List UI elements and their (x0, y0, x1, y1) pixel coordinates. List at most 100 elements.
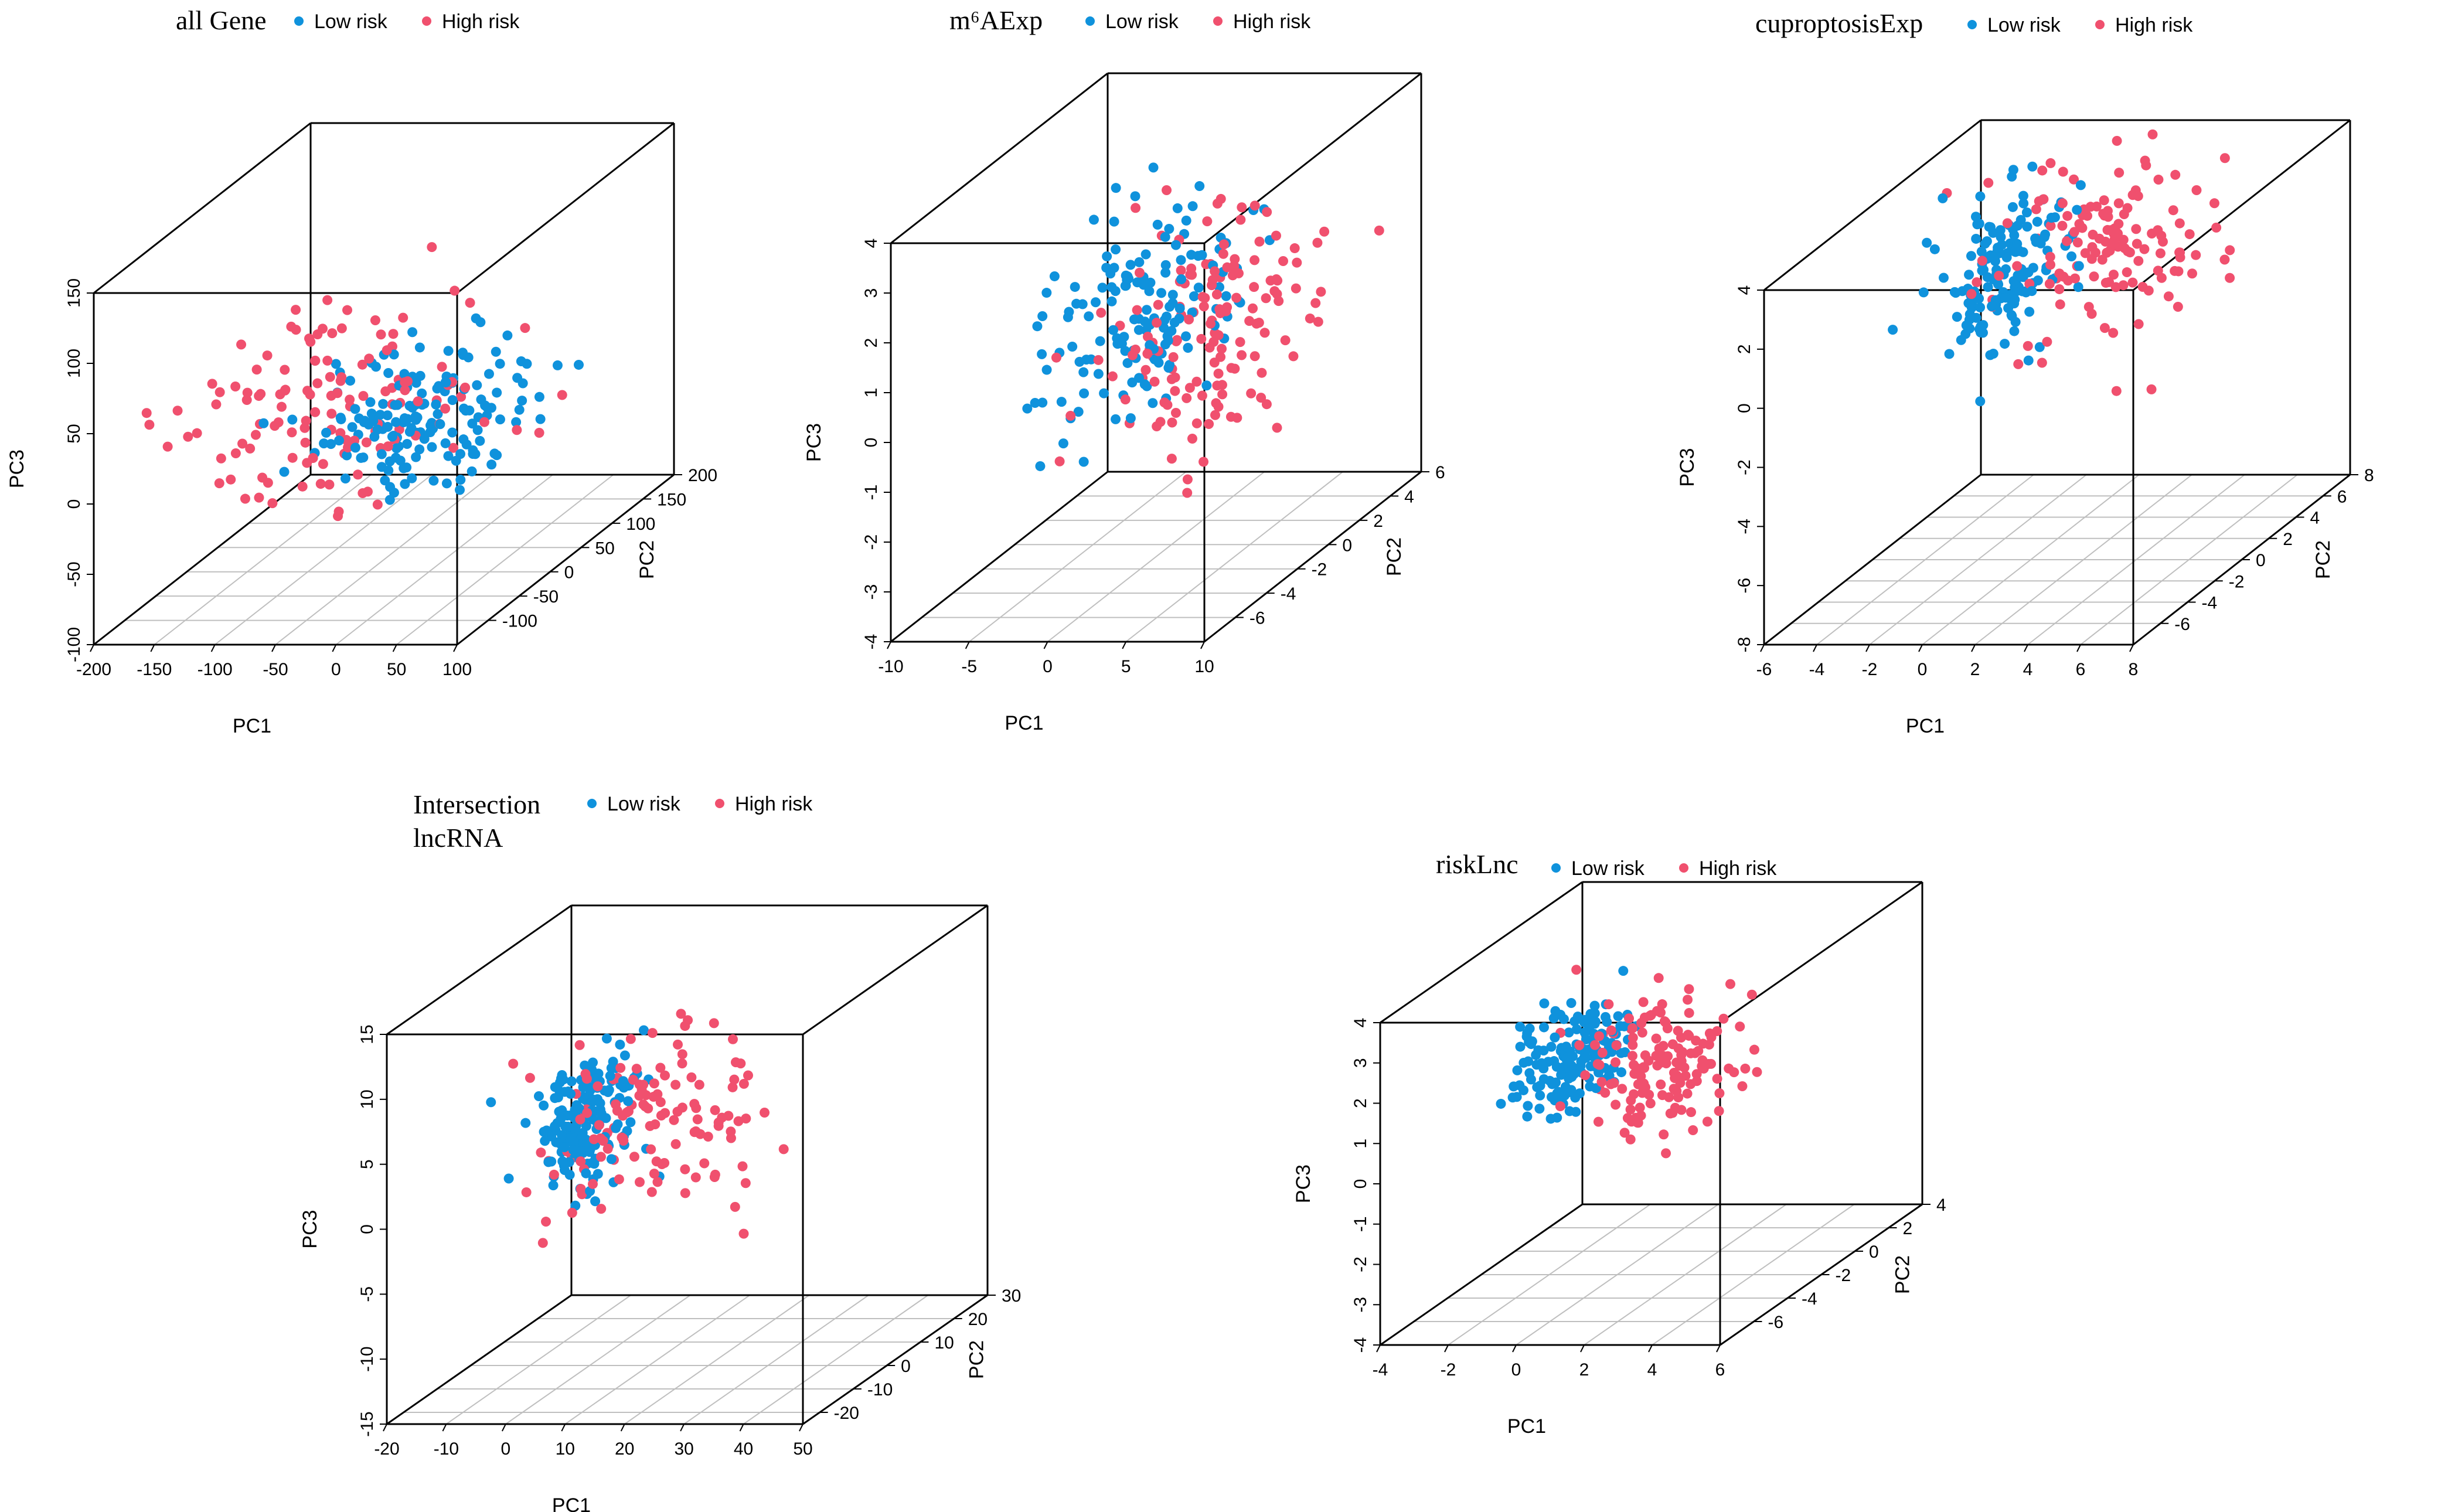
point-high-risk (1249, 255, 1260, 265)
legend: Low risk High risk (1967, 14, 2193, 36)
point-low-risk (1888, 325, 1898, 335)
point-high-risk (587, 1179, 598, 1189)
point-high-risk (214, 478, 224, 489)
point-low-risk (1091, 297, 1101, 308)
point-high-risk (1654, 1051, 1664, 1062)
z-tick-label: 3 (1351, 1058, 1370, 1068)
point-high-risk (1313, 316, 1323, 327)
point-high-risk (1966, 289, 1977, 299)
box-edge (2133, 119, 2351, 291)
point-low-risk (2018, 190, 2028, 201)
point-low-risk (1063, 312, 1073, 322)
point-high-risk (2106, 240, 2117, 250)
point-high-risk (1289, 243, 1300, 254)
point-high-risk (305, 336, 316, 347)
point-high-risk (1712, 1074, 1722, 1084)
point-high-risk (437, 362, 447, 372)
point-low-risk (345, 376, 356, 386)
point-high-risk (1712, 1026, 1722, 1036)
point-high-risk (1600, 1088, 1611, 1098)
point-high-risk (2089, 271, 2099, 282)
point-low-risk (390, 452, 401, 463)
y-tick-label: 6 (2337, 487, 2347, 506)
point-high-risk (2037, 357, 2047, 368)
point-low-risk (1971, 233, 1981, 244)
point-low-risk (1121, 270, 1131, 281)
point-low-risk (593, 1169, 603, 1179)
point-high-risk (1622, 1113, 1633, 1123)
point-high-risk (1698, 1063, 1709, 1074)
point-low-risk (1106, 296, 1117, 307)
point-low-risk (568, 1136, 579, 1147)
point-high-risk (2118, 280, 2129, 291)
point-high-risk (631, 1064, 642, 1074)
point-high-risk (1661, 1058, 1671, 1068)
point-low-risk (1552, 1112, 1562, 1123)
x-tick-label: -200 (76, 660, 111, 679)
point-low-risk (563, 1122, 573, 1132)
point-low-risk (2024, 307, 2035, 317)
point-high-risk (1167, 417, 1177, 428)
point-low-risk (1140, 249, 1151, 260)
point-high-risk (2110, 282, 2121, 292)
point-high-risk (1673, 1026, 1683, 1036)
point-low-risk (1134, 257, 1145, 267)
point-low-risk (411, 452, 421, 462)
x-tick (1813, 644, 1817, 652)
x-tick-label: 2 (1579, 1360, 1589, 1380)
point-high-risk (2174, 218, 2185, 229)
point-low-risk (581, 1168, 591, 1179)
point-low-risk (2028, 263, 2038, 273)
point-high-risk (1625, 1134, 1636, 1145)
z-tick-label: 1 (862, 388, 881, 398)
point-high-risk (1691, 1076, 1702, 1087)
legend-marker-high (1679, 863, 1688, 873)
point-high-risk (2055, 299, 2065, 309)
point-low-risk (1078, 457, 1089, 467)
point-low-risk (1073, 407, 1084, 417)
x-tick (383, 1424, 387, 1432)
point-high-risk (300, 437, 311, 448)
grid-line (1125, 471, 1343, 642)
z-axis-label: PC3 (803, 423, 825, 462)
point-low-risk (590, 1196, 601, 1207)
point-low-risk (2008, 165, 2018, 175)
point-high-risk (1231, 292, 1242, 303)
point-low-risk (1201, 380, 1212, 391)
point-low-risk (1086, 354, 1097, 365)
point-low-risk (556, 1113, 566, 1124)
point-high-risk (1596, 1077, 1607, 1087)
point-low-risk (321, 427, 332, 438)
point-high-risk (650, 1119, 660, 1130)
box-edge (457, 122, 675, 294)
points (1496, 965, 1762, 1159)
point-low-risk (391, 443, 402, 454)
x-tick-label: -150 (137, 660, 172, 679)
point-high-risk (614, 1174, 624, 1184)
point-high-risk (2086, 308, 2097, 319)
point-high-risk (726, 1133, 736, 1143)
point-high-risk (1305, 313, 1315, 323)
point-low-risk (1097, 282, 1108, 293)
x-tick-label: 0 (1043, 657, 1053, 676)
grid-line (624, 1295, 810, 1425)
y-tick-label: -4 (1281, 584, 1296, 604)
point-low-risk (542, 1125, 552, 1136)
point-high-risk (270, 421, 280, 431)
point-low-risk (1938, 193, 1948, 203)
point-low-risk (516, 356, 526, 367)
point-high-risk (1682, 1088, 1693, 1099)
y-tick-label: 6 (1435, 463, 1445, 482)
point-high-risk (2097, 254, 2107, 265)
point-high-risk (2156, 273, 2167, 283)
point-high-risk (641, 1090, 651, 1101)
point-high-risk (740, 1178, 751, 1189)
point-low-risk (1556, 1070, 1567, 1080)
point-low-risk (582, 1081, 593, 1091)
legend-marker-low (587, 799, 597, 808)
point-high-risk (1671, 1057, 1682, 1068)
legend-marker-high (422, 16, 431, 26)
x-tick (271, 644, 276, 652)
point-high-risk (1653, 973, 1664, 983)
point-high-risk (1617, 1084, 1628, 1094)
